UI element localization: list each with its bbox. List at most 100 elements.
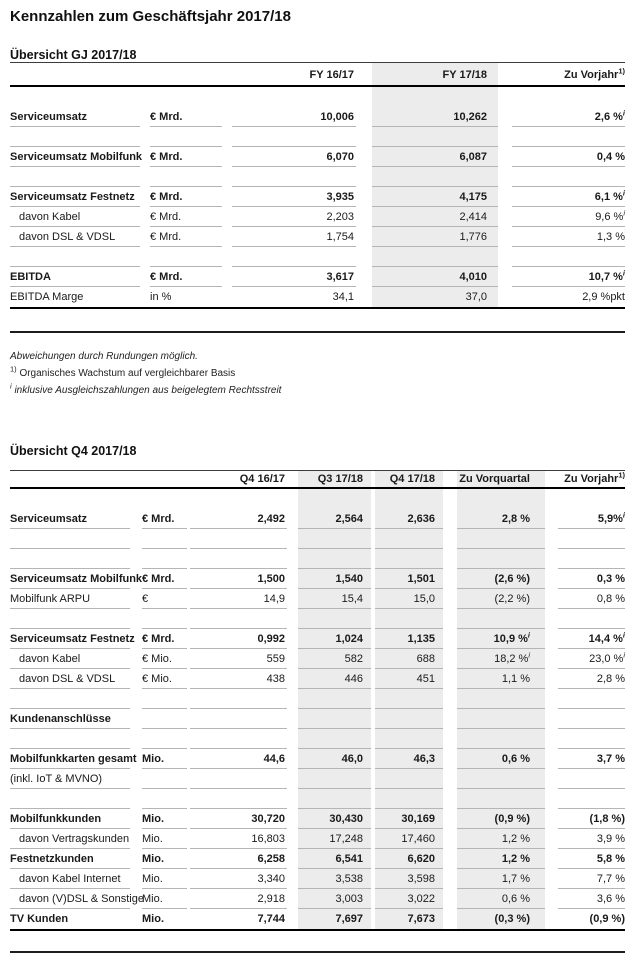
table-row: Festnetzkunden Mio. 6,258 6,541 6,620 1,… (10, 849, 625, 869)
cell-q4-1718: 688 (375, 649, 443, 669)
cell-q3-1718: 6,541 (298, 849, 371, 869)
spacer-row (10, 247, 625, 267)
cell-zu-vorquartal: 10,9 %i (457, 629, 545, 649)
cell-label: Festnetzkunden (10, 849, 130, 869)
spacer-cell (190, 729, 287, 749)
cell-q3-1718: 2,564 (298, 509, 371, 529)
spacer-cell (10, 489, 130, 509)
gj-header-row: FY 16/17 FY 17/18 Zu Vorjahr1) (10, 62, 625, 87)
spacer-cell (142, 549, 187, 569)
spacer-cell (150, 127, 222, 147)
spacer-cell (375, 609, 443, 629)
spacer-row (10, 609, 625, 629)
cell-zu-vorjahr (558, 769, 625, 789)
spacer-cell (298, 489, 371, 509)
cell-zu-vorjahr: 7,7 % (558, 869, 625, 889)
cell-unit: Mio. (142, 809, 187, 829)
cell-label: Mobilfunkkunden (10, 809, 130, 829)
spacer-cell (190, 529, 287, 549)
spacer-cell (142, 529, 187, 549)
cell-fy1718: 1,776 (372, 227, 498, 247)
page-title: Kennzahlen zum Geschäftsjahr 2017/18 (10, 8, 291, 25)
spacer-cell (457, 689, 545, 709)
table-row: Serviceumsatz Festnetz € Mrd. 0,992 1,02… (10, 629, 625, 649)
spacer-cell (10, 789, 130, 809)
highlight-band-q3-1718 (298, 470, 371, 931)
cell-q4-1617: 3,340 (190, 869, 287, 889)
cell-label: Mobilfunk ARPU (10, 589, 130, 609)
spacer-cell (10, 529, 130, 549)
cell-fy1617: 34,1 (332, 291, 354, 303)
cell-fy1718: 6,087 (372, 147, 498, 167)
cell-q4-1617: 2,492 (190, 509, 287, 529)
cell-zu-vorquartal (457, 769, 545, 789)
spacer-cell (372, 167, 498, 187)
spacer-cell (298, 689, 371, 709)
cell-zu-vorquartal: (2,2 %) (457, 589, 545, 609)
cell-unit: € Mrd. (150, 207, 222, 227)
cell-fy1617: 10,006 (232, 107, 356, 127)
cell-unit: Mio. (142, 889, 187, 909)
cell-q4-1718: 17,460 (375, 829, 443, 849)
table-row: Mobilfunkkunden Mio. 30,720 30,430 30,16… (10, 809, 625, 829)
table-row: davon Vertragskunden Mio. 16,803 17,248 … (10, 829, 625, 849)
spacer-cell (190, 549, 287, 569)
spacer-cell (190, 489, 287, 509)
spacer-cell (232, 87, 356, 107)
spacer-cell (232, 167, 356, 187)
spacer-cell (150, 167, 222, 187)
spacer-cell (142, 789, 187, 809)
cell-q4-1617: 6,258 (190, 849, 287, 869)
cell-zu-vorquartal: 1,2 % (457, 829, 545, 849)
cell-zu-vorquartal: 18,2 %i (457, 649, 545, 669)
cell-label: davon DSL & VDSL (10, 227, 140, 247)
cell-zu-vorjahr: 2,8 % (558, 669, 625, 689)
spacer-cell (10, 549, 130, 569)
cell-zu-vorjahr: 3,7 % (558, 749, 625, 769)
cell-unit: € Mrd. (142, 629, 187, 649)
table-row: Kundenanschlüsse (10, 709, 625, 729)
cell-zu-vorjahr: 5,9%i (558, 509, 625, 529)
spacer-cell (10, 609, 130, 629)
cell-q3-1718: 7,697 (335, 913, 363, 925)
spacer-cell (142, 729, 187, 749)
cell-label: Kundenanschlüsse (10, 709, 130, 729)
cell-zu-vorjahr: 2,9 %pkt (582, 291, 625, 303)
col-header-zu-vorquartal: Zu Vorquartal (459, 473, 530, 485)
spacer-row (10, 167, 625, 187)
cell-q4-1718: 1,135 (375, 629, 443, 649)
section-title-gj: Übersicht GJ 2017/18 (10, 48, 137, 62)
spacer-cell (375, 529, 443, 549)
cell-label: davon Kabel (10, 649, 130, 669)
spacer-row (10, 729, 625, 749)
footnote-settlement: i inklusive Ausgleichszahlungen aus beig… (10, 381, 282, 396)
cell-unit: € Mrd. (142, 509, 187, 529)
cell-unit: € Mrd. (150, 107, 222, 127)
cell-fy1718: 4,175 (372, 187, 498, 207)
table-row: davon Kabel Internet Mio. 3,340 3,538 3,… (10, 869, 625, 889)
spacer-cell (150, 247, 222, 267)
spacer-cell (512, 247, 625, 267)
spacer-cell (142, 489, 187, 509)
spacer-cell (375, 549, 443, 569)
cell-zu-vorjahr: 0,3 % (558, 569, 625, 589)
spacer-cell (298, 549, 371, 569)
cell-q3-1718 (298, 709, 371, 729)
table-row: Serviceumsatz Mobilfunk € Mrd. 1,500 1,5… (10, 569, 625, 589)
cell-zu-vorjahr: 3,9 % (558, 829, 625, 849)
cell-q4-1718: 30,169 (375, 809, 443, 829)
spacer-cell (190, 609, 287, 629)
spacer-cell (10, 87, 140, 107)
cell-label: Serviceumsatz Festnetz (10, 629, 135, 649)
cell-q4-1718 (375, 709, 443, 729)
cell-fy1617: 3,935 (232, 187, 356, 207)
cell-zu-vorquartal: 0,6 % (457, 889, 545, 909)
spacer-cell (512, 127, 625, 147)
cell-fy1617: 2,203 (232, 207, 356, 227)
cell-label: davon Vertragskunden (10, 829, 130, 849)
cell-q4-1718: 46,3 (375, 749, 443, 769)
table-row: davon Kabel € Mrd. 2,203 2,414 9,6 %i (10, 207, 625, 227)
cell-zu-vorjahr: 9,6 %i (512, 207, 625, 227)
spacer-cell (512, 167, 625, 187)
spacer-cell (457, 529, 545, 549)
